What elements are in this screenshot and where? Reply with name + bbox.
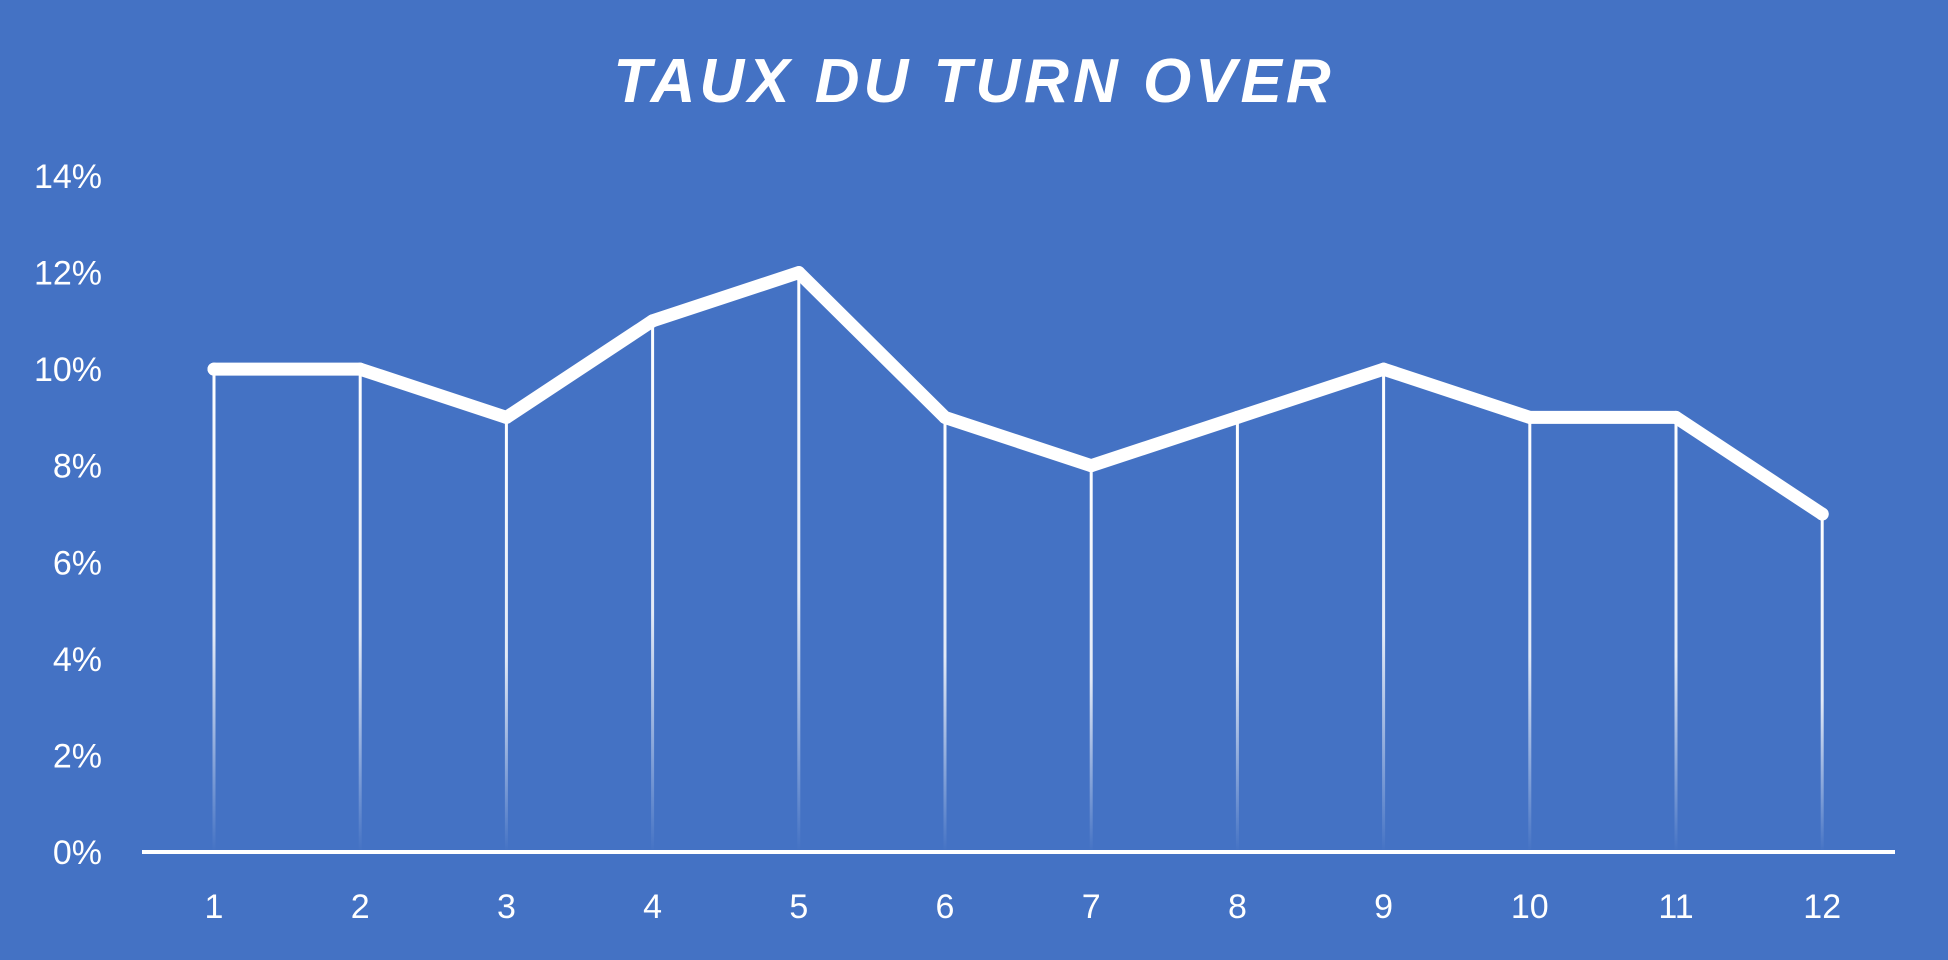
y-tick-label: 10% <box>34 351 102 389</box>
drop-line <box>943 417 947 852</box>
y-tick-label: 12% <box>34 255 102 293</box>
y-tick-label: 0% <box>53 834 102 872</box>
x-tick-label: 1 <box>205 888 224 926</box>
x-tick-label: 2 <box>351 888 370 926</box>
drop-line <box>504 417 508 852</box>
drop-line <box>1674 417 1678 852</box>
y-tick-label: 8% <box>53 448 102 486</box>
series-group <box>207 266 1829 521</box>
drop-line <box>1820 514 1824 852</box>
drop-lines <box>212 272 1824 853</box>
data-point <box>207 362 221 376</box>
x-tick-label: 5 <box>789 888 808 926</box>
data-point <box>499 410 513 424</box>
data-point <box>1230 410 1244 424</box>
data-point <box>353 362 367 376</box>
data-point <box>792 266 806 280</box>
x-tick-label: 3 <box>497 888 516 926</box>
x-tick-label: 6 <box>936 888 955 926</box>
x-tick-label: 9 <box>1374 888 1393 926</box>
drop-line <box>797 272 801 853</box>
x-tick-label: 8 <box>1228 888 1247 926</box>
drop-line <box>1528 417 1532 852</box>
x-tick-label: 7 <box>1082 888 1101 926</box>
x-axis-tick-labels: 1 2 3 4 5 6 7 8 9 10 11 12 <box>205 888 1842 926</box>
x-tick-label: 4 <box>643 888 662 926</box>
y-tick-label: 6% <box>53 544 102 582</box>
data-point <box>1523 410 1537 424</box>
chart-title: TAUX DU TURN OVER <box>613 47 1334 116</box>
x-tick-label: 10 <box>1511 888 1549 926</box>
drop-line <box>651 320 655 852</box>
data-point <box>1815 507 1829 521</box>
drop-line <box>212 369 216 852</box>
y-axis-tick-labels: 0% 2% 4% 6% 8% 10% 12% 14% <box>34 158 102 872</box>
drop-line <box>1235 417 1239 852</box>
x-tick-label: 12 <box>1803 888 1841 926</box>
data-point <box>1084 459 1098 473</box>
y-tick-label: 4% <box>53 641 102 679</box>
data-point <box>646 314 660 328</box>
data-point <box>1377 362 1391 376</box>
data-point <box>1669 410 1683 424</box>
drop-line <box>1089 465 1093 852</box>
y-tick-label: 2% <box>53 737 102 775</box>
drop-line <box>358 369 362 852</box>
x-tick-label: 11 <box>1658 888 1693 926</box>
y-tick-label: 14% <box>34 158 102 196</box>
data-point <box>938 410 952 424</box>
drop-line <box>1382 369 1386 852</box>
series-line <box>207 266 1829 521</box>
